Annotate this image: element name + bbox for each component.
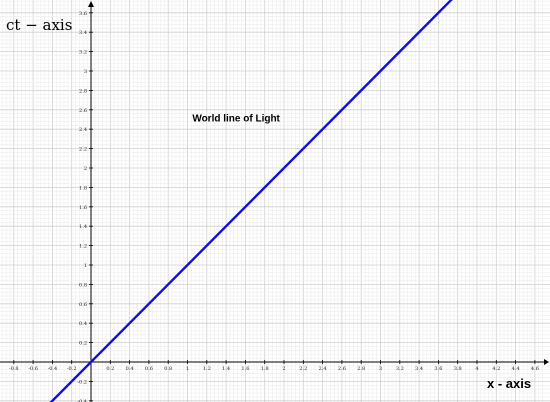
x-tick-label: 2.4	[319, 366, 327, 372]
y-tick-label: 1	[84, 263, 87, 269]
y-tick-label: 2	[84, 166, 87, 172]
x-tick-label: 4.6	[531, 366, 539, 372]
x-tick-label: 2	[282, 366, 285, 372]
y-tick-label: 2.8	[79, 88, 87, 94]
annotations: World line of Light	[192, 113, 280, 124]
y-tick-label: 3.2	[79, 50, 87, 56]
x-tick-label: 0.8	[164, 366, 172, 372]
x-tick-label: -0.6	[28, 366, 38, 372]
y-tick-label: 1.8	[79, 185, 87, 191]
x-tick-label: 2.8	[357, 366, 365, 372]
x-tick-label: 2.6	[338, 366, 346, 372]
y-tick-label: 0.6	[79, 302, 87, 308]
x-tick-label: 0.2	[106, 366, 114, 372]
x-tick-label: 3.8	[454, 366, 462, 372]
x-tick-label: 3	[379, 366, 382, 372]
y-tick-label: 1.2	[79, 244, 87, 250]
y-tick-label: -0.4	[77, 399, 87, 402]
x-tick-label: 4	[475, 366, 478, 372]
y-tick-label: 3	[84, 69, 87, 75]
y-axis-title: ct − axis	[6, 16, 72, 34]
x-axis-title: x - axis	[487, 376, 531, 391]
x-tick-label: 1.8	[261, 366, 269, 372]
x-tick-label: -0.8	[9, 366, 19, 372]
y-tick-label: 2.6	[79, 108, 87, 114]
y-tick-label: 0.8	[79, 282, 87, 288]
series-line	[49, 0, 453, 402]
y-tick-label: 0.4	[79, 321, 87, 327]
x-tick-label: 0.4	[126, 366, 134, 372]
annotation-label: World line of Light	[192, 113, 280, 124]
x-axis-arrow	[544, 359, 549, 365]
x-tick-label: 3.6	[434, 366, 442, 372]
x-tick-label: 3.2	[396, 366, 404, 372]
series	[49, 0, 453, 402]
x-tick-label: 4.4	[512, 366, 520, 372]
y-tick-label: 3.6	[79, 11, 87, 17]
y-tick-label: -0.2	[77, 379, 87, 385]
y-tick-label: 1.4	[79, 224, 87, 230]
x-tick-label: 0.6	[145, 366, 153, 372]
y-tick-label: 3.4	[79, 30, 87, 36]
x-tick-label: 1.6	[241, 366, 249, 372]
y-tick-label: 1.6	[79, 205, 87, 211]
x-tick-label: -0.2	[67, 366, 77, 372]
tick-labels: -0.8 -0.6 -0.4 -0.2 0.2 0.4 0.6 0.8 1 1.2 1.4 1.6 1.…	[9, 11, 539, 402]
y-tick-label: 0.2	[79, 341, 87, 347]
y-tick-label: 2.4	[79, 127, 87, 133]
x-tick-label: 1	[186, 366, 189, 372]
x-tick-label: 1.4	[222, 366, 230, 372]
x-tick-label: 3.4	[415, 366, 423, 372]
x-tick-label: -0.4	[48, 366, 58, 372]
x-tick-label: 1.2	[203, 366, 211, 372]
y-axis-arrow	[88, 1, 94, 7]
x-tick-label: 4.2	[492, 366, 500, 372]
x-tick-label: 2.2	[299, 366, 307, 372]
y-tick-label: 2.2	[79, 147, 87, 153]
